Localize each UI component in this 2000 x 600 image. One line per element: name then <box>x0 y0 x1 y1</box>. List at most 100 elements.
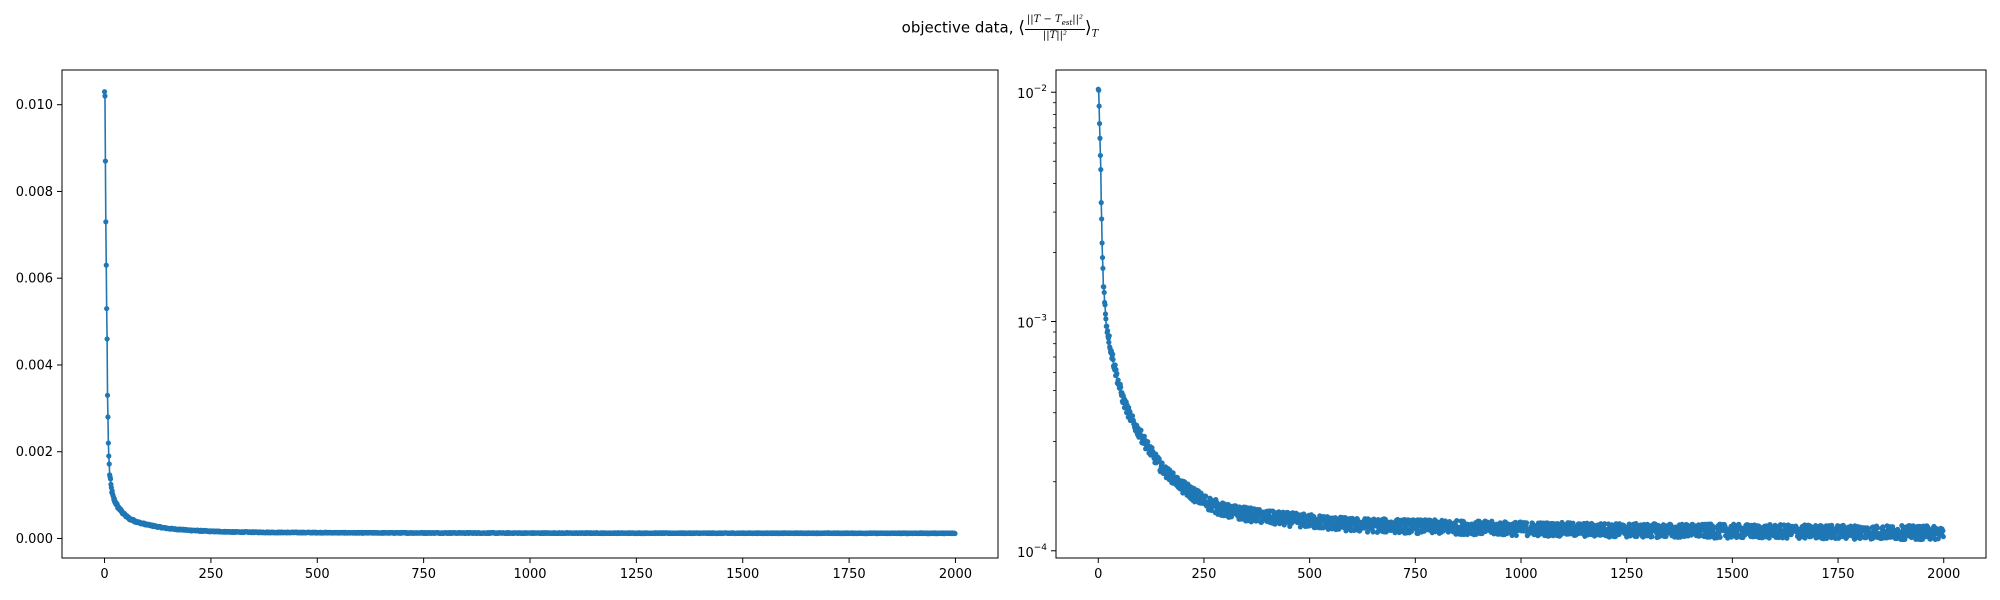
data-point <box>106 453 112 459</box>
data-point <box>105 440 111 446</box>
y-tick-label: 10−3 <box>1017 313 1047 331</box>
data-point <box>1097 135 1103 141</box>
suptitle-subscript: T <box>1091 28 1099 40</box>
y-tick-base: 10 <box>1017 87 1034 102</box>
data-point <box>1602 521 1608 527</box>
data-point <box>1210 503 1216 509</box>
x-tick-label: 1000 <box>1504 567 1537 582</box>
x-tick-label: 0 <box>100 567 108 582</box>
data-point <box>104 336 110 342</box>
data-point <box>1101 289 1107 296</box>
data-point <box>1100 265 1106 271</box>
data-point <box>1096 87 1102 93</box>
data-point <box>104 305 110 312</box>
y-tick-exponent: −2 <box>1034 84 1047 94</box>
y-tick-exponent: −3 <box>1034 313 1047 323</box>
data-point <box>1649 533 1655 540</box>
data-point <box>1113 366 1119 373</box>
data-point <box>1940 534 1946 540</box>
data-point <box>1408 528 1415 534</box>
data-point <box>1688 532 1694 538</box>
suptitle-prefix: objective data, <box>901 18 1019 37</box>
axes-frame <box>61 69 999 559</box>
suptitle-numerator-subscript: est <box>1061 19 1073 27</box>
y-tick-base: 10 <box>1017 316 1034 331</box>
x-tick-label: 1000 <box>513 567 546 582</box>
data-point <box>1297 524 1303 530</box>
y-tick-label: 10−4 <box>1017 543 1047 561</box>
data-point <box>107 476 114 482</box>
data-point <box>1102 311 1109 317</box>
y-tick-label: 0.002 <box>16 445 53 460</box>
series-line <box>1097 88 1945 542</box>
data-point <box>1096 120 1103 127</box>
data-point <box>1110 351 1116 357</box>
y-tick-exponent: −4 <box>1034 543 1048 553</box>
series-group <box>101 89 958 537</box>
data-point <box>1112 362 1118 368</box>
figure-suptitle: objective data, ⟨ ||T − Test||² ||T||² ⟩T <box>0 14 2000 42</box>
x-tick-label: 500 <box>305 567 330 582</box>
data-point <box>1114 370 1120 377</box>
data-point <box>1454 518 1460 524</box>
data-point <box>1829 522 1835 528</box>
y-tick-label: 0.000 <box>16 532 53 547</box>
suptitle-denominator: ||T||² <box>1042 30 1068 41</box>
x-tick-label: 500 <box>1297 567 1322 582</box>
axes-frame <box>1055 69 1987 559</box>
y-tick-label: 10−2 <box>1017 84 1047 102</box>
data-point <box>1145 439 1151 445</box>
data-point <box>1208 507 1215 514</box>
suptitle-open-bracket: ⟨ <box>1018 18 1025 38</box>
suptitle-numerator-tail: ||² <box>1072 14 1084 25</box>
data-point <box>1138 427 1144 433</box>
x-tick-label: 1500 <box>726 567 759 582</box>
x-tick-label: 2000 <box>939 567 972 582</box>
suptitle-numerator-main: ||T − T <box>1026 14 1062 25</box>
x-tick-label: 0 <box>1094 567 1102 582</box>
data-point <box>952 530 958 537</box>
data-point <box>1325 526 1331 532</box>
x-tick-label: 1750 <box>1821 567 1854 582</box>
x-tick-label: 2000 <box>1927 567 1960 582</box>
data-point <box>1159 460 1165 466</box>
x-tick-label: 250 <box>198 567 223 582</box>
data-point <box>1717 534 1723 540</box>
y-tick-base: 10 <box>1017 546 1034 561</box>
data-point <box>1440 528 1446 534</box>
data-point <box>1101 284 1107 290</box>
x-tick-label: 1250 <box>1610 567 1643 582</box>
data-point <box>1102 302 1108 308</box>
data-point <box>1874 525 1880 531</box>
suptitle-close-bracket: ⟩ <box>1085 18 1092 38</box>
data-point <box>1203 493 1209 499</box>
data-point <box>1141 433 1147 439</box>
x-tick-label: 250 <box>1192 567 1217 582</box>
y-tick-label: 0.010 <box>16 98 53 113</box>
data-point <box>1103 316 1109 322</box>
data-point <box>102 158 108 164</box>
data-point <box>101 89 108 95</box>
data-point <box>1626 521 1632 527</box>
data-point <box>1880 524 1886 530</box>
data-point <box>1096 103 1102 109</box>
data-point <box>1104 328 1111 334</box>
data-point <box>1633 520 1639 527</box>
y-tick-label: 0.006 <box>16 272 53 287</box>
data-point <box>1098 200 1104 206</box>
data-point <box>1364 529 1371 535</box>
data-point <box>103 262 109 268</box>
x-tick-label: 1750 <box>833 567 866 582</box>
data-point <box>1099 254 1106 261</box>
x-tick-label: 1250 <box>620 567 653 582</box>
data-point <box>102 93 108 99</box>
data-point <box>1129 413 1136 419</box>
data-point <box>1320 525 1326 531</box>
series-group <box>1095 86 1946 543</box>
data-point <box>1098 166 1104 173</box>
data-point <box>105 414 111 420</box>
data-point <box>1281 522 1287 528</box>
data-point <box>106 461 112 467</box>
data-point <box>104 392 111 398</box>
data-point <box>1766 535 1772 541</box>
